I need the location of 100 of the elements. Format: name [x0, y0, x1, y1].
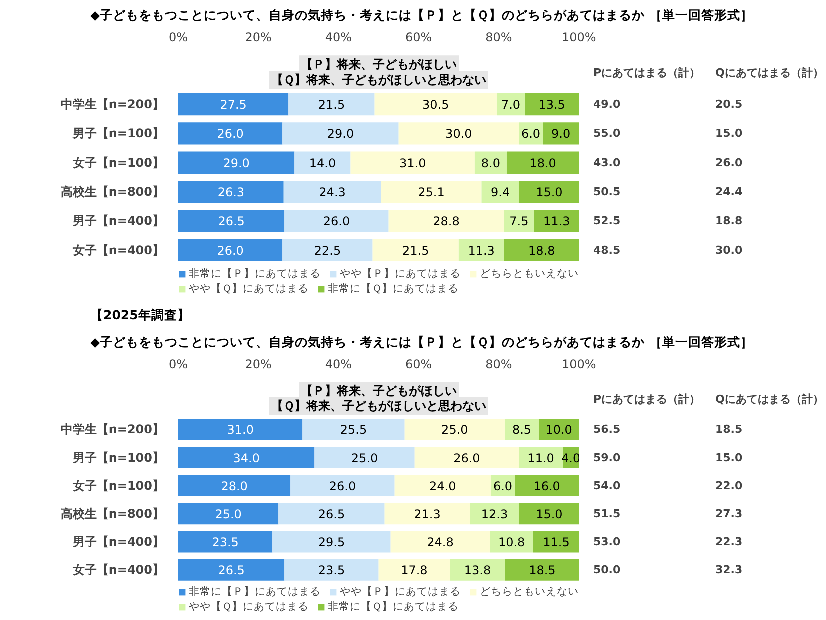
text: 【Ｑ】将来、子どもがほしいと思わない	[272, 72, 486, 87]
text: 22.0	[716, 479, 743, 492]
text: Qにあてはまる（計）	[716, 392, 824, 406]
text: Pにあてはまる（計）	[594, 392, 701, 406]
data-label: 10.0	[546, 423, 572, 438]
bar	[384, 503, 470, 525]
text: 54.0	[594, 479, 621, 492]
data-label: 25.0	[351, 451, 378, 466]
y-tick-label: 高校生【n=800】	[60, 185, 165, 200]
data-label: 13.8	[464, 564, 492, 578]
bar	[284, 559, 379, 581]
bar	[381, 180, 482, 204]
y-tick-label: 男子【n=100】	[72, 126, 165, 141]
data-label: 30.0	[446, 127, 472, 142]
legend-label: やや【Ｑ】にあてはまる	[189, 282, 309, 296]
x-tick-label: 0%	[168, 358, 188, 372]
text: 50.0	[594, 564, 621, 577]
x-tick-label: 40%	[325, 358, 352, 372]
text: 53.0	[594, 536, 621, 549]
legend-label: 非常に【Ｐ】にあてはまる	[189, 267, 321, 281]
legend-label: やや【Ｑ】にあてはまる	[189, 600, 309, 614]
legend-label: どちらともいえない	[480, 585, 579, 599]
data-label: 26.5	[218, 214, 245, 229]
chart-title: 【2025年調査】	[90, 308, 190, 322]
y-tick-label: 男子【n=100】	[72, 450, 165, 465]
bar	[178, 447, 315, 468]
bar	[482, 180, 520, 204]
data-label: 18.5	[529, 564, 556, 578]
text: 48.5	[594, 244, 621, 257]
bar	[178, 531, 273, 553]
x-tick-label: 20%	[245, 30, 272, 44]
bar	[178, 152, 295, 174]
data-label: 29.5	[318, 536, 346, 550]
chart-title: ◆子どもをもつことについて、自身の気持ち・考えには【Ｐ】と【Ｑ】のどちらがあてはまるか ［単一回答形式］	[90, 8, 754, 22]
text: 59.0	[594, 451, 621, 464]
data-label: 29.0	[327, 127, 354, 142]
y-tick-label: 女子【n=400】	[72, 243, 165, 258]
data-label: 9.4	[491, 186, 510, 200]
data-label: 21.3	[414, 507, 441, 522]
text: 【Ｑ】将来、子どもがほしいと思わない	[272, 398, 486, 413]
data-label: 24.8	[427, 536, 454, 550]
text: 50.5	[594, 186, 621, 199]
data-label: 7.5	[510, 214, 529, 229]
bar	[378, 559, 450, 581]
bar	[178, 559, 285, 581]
bar	[372, 239, 459, 262]
data-label: 16.0	[534, 479, 560, 494]
data-label: 22.5	[314, 244, 342, 258]
data-label: 26.5	[318, 507, 346, 522]
bar	[414, 447, 520, 468]
text: 22.3	[716, 536, 743, 549]
data-label: 34.0	[233, 451, 260, 466]
y-tick-label: 中学生【n=200】	[60, 422, 165, 437]
bar	[302, 418, 405, 440]
data-label: 27.5	[220, 98, 247, 112]
bar	[404, 418, 505, 440]
bar	[470, 503, 520, 525]
bar	[506, 152, 580, 174]
bar	[515, 475, 580, 497]
data-label: 30.5	[422, 98, 450, 112]
data-label: 11.0	[528, 451, 554, 466]
text: 49.0	[594, 98, 621, 112]
bar	[290, 475, 395, 497]
x-tick-label: 80%	[486, 30, 512, 44]
data-label: 25.0	[442, 423, 468, 438]
bar	[533, 531, 580, 553]
data-label: 14.0	[309, 156, 336, 170]
data-label: 24.3	[319, 186, 346, 200]
text: 55.0	[594, 127, 621, 140]
bar	[314, 447, 415, 468]
y-tick-label: 女子【n=400】	[72, 563, 165, 578]
data-label: 23.5	[318, 564, 346, 578]
x-tick-label: 100%	[562, 358, 596, 372]
bar	[525, 93, 580, 116]
data-label: 18.8	[528, 244, 556, 258]
text: 24.4	[716, 186, 743, 199]
text: Qにあてはまる（計）	[716, 66, 824, 80]
text: 27.3	[716, 507, 743, 520]
text: 26.0	[716, 156, 743, 170]
bar	[519, 447, 564, 468]
data-label: 23.5	[212, 536, 239, 550]
data-label: 26.0	[323, 214, 350, 229]
text: 52.5	[594, 214, 621, 228]
data-label: 26.5	[218, 564, 245, 578]
bar	[519, 503, 580, 525]
bar	[450, 559, 506, 581]
data-label: 7.0	[501, 98, 521, 112]
data-label: 25.0	[215, 507, 242, 522]
legend-label: どちらともいえない	[480, 267, 579, 281]
bar	[178, 503, 279, 525]
data-label: 11.3	[468, 244, 495, 258]
bar	[504, 418, 540, 440]
text: Pにあてはまる（計）	[594, 66, 701, 80]
data-label: 25.1	[418, 186, 445, 200]
text: 【Ｐ】将来、子どもがほしい	[301, 384, 457, 398]
y-tick-label: 中学生【n=200】	[60, 98, 165, 112]
data-label: 11.3	[544, 214, 570, 229]
data-label: 26.0	[217, 244, 244, 258]
data-label: 26.0	[329, 479, 356, 494]
bar	[394, 475, 491, 497]
